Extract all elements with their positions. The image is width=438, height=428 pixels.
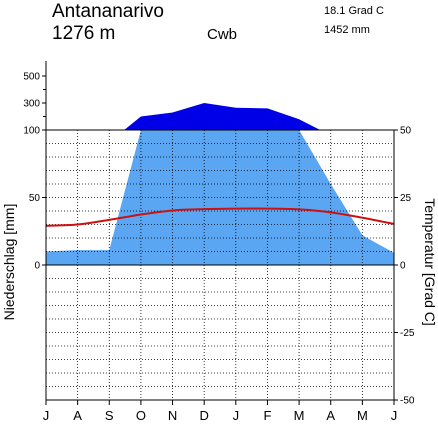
temp-axis: 50 25 0 -25 -50 — [394, 126, 415, 407]
temp-tick-label: -50 — [400, 396, 415, 407]
temp-axis-label: Temperatur [Grad C] — [422, 198, 438, 326]
temperature-line — [45, 207, 395, 227]
temp-tick-label: -25 — [400, 328, 415, 339]
month-label: N — [168, 408, 177, 423]
precip-tick-label: 300 — [23, 99, 40, 110]
chart-subtitle: 1276 m — [52, 23, 115, 44]
temp-tick-label: 50 — [400, 126, 412, 137]
month-label: A — [73, 408, 82, 423]
precip-tick-label: 0 — [34, 261, 40, 272]
climate-class: Cwb — [207, 26, 237, 43]
month-label: O — [136, 408, 146, 423]
month-label: M — [294, 408, 305, 423]
month-label: J — [43, 408, 50, 423]
month-label: F — [263, 408, 271, 423]
month-label: D — [199, 408, 208, 423]
month-label: J — [233, 408, 240, 423]
precip-perhumid-area — [46, 103, 394, 130]
month-label: M — [357, 408, 368, 423]
grid-lines — [46, 129, 394, 400]
month-label: J — [391, 408, 398, 423]
precip-tick-label: 500 — [23, 72, 40, 83]
precip-tick-label: 50 — [29, 193, 41, 204]
annual-mean-temp: 18.1 Grad C — [324, 5, 384, 17]
chart-title: Antananarivo — [52, 1, 164, 22]
annual-precip: 1452 mm — [324, 24, 370, 36]
temp-tick-label: 25 — [400, 193, 412, 204]
month-label: A — [326, 408, 335, 423]
temperature-layer — [45, 207, 395, 227]
temp-tick-label: 0 — [400, 261, 406, 272]
precip-tick-label: 100 — [23, 126, 40, 137]
precip-axis-label: Niederschlag [mm] — [1, 204, 17, 321]
month-label: S — [105, 408, 114, 423]
